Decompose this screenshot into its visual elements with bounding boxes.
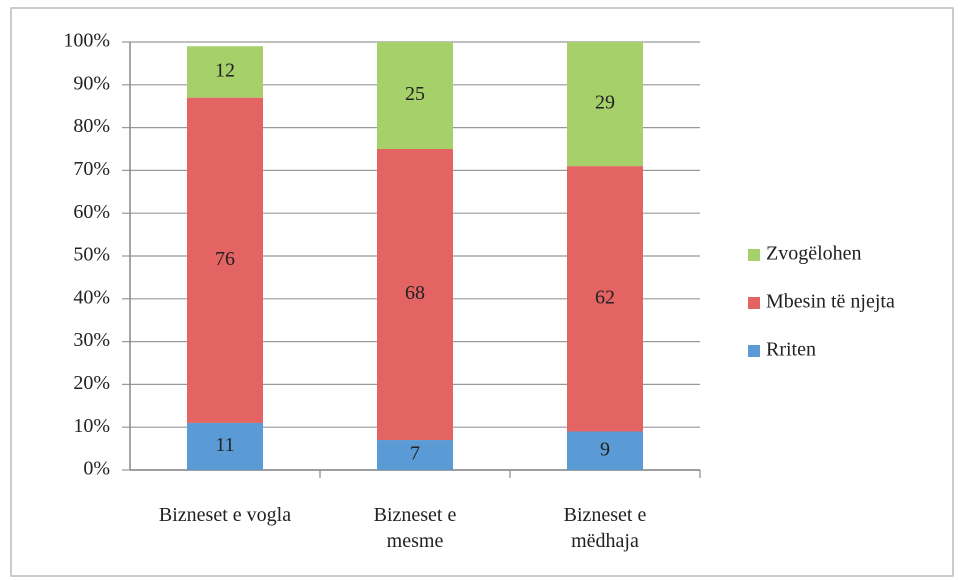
x-tick-label: Bizneset e mëdhaja bbox=[563, 504, 647, 552]
legend-swatch bbox=[748, 297, 760, 309]
bar-segment bbox=[567, 166, 643, 432]
y-tick-label: 50% bbox=[73, 244, 110, 266]
bar-segment bbox=[377, 440, 453, 470]
y-tick-label: 60% bbox=[73, 201, 110, 223]
bar-segment bbox=[187, 422, 263, 470]
data-label: 68 bbox=[405, 282, 425, 304]
y-tick-label: 20% bbox=[73, 372, 110, 394]
y-tick-label: 0% bbox=[83, 458, 110, 480]
bar-segment bbox=[567, 42, 643, 167]
data-label: 7 bbox=[410, 443, 420, 465]
y-tick-label: 10% bbox=[73, 415, 110, 437]
bar-segment bbox=[567, 431, 643, 470]
y-tick-label: 100% bbox=[63, 30, 110, 52]
y-tick-label: 80% bbox=[73, 115, 110, 137]
y-tick-label: 30% bbox=[73, 329, 110, 351]
legend-swatch bbox=[748, 249, 760, 261]
y-tick-label: 70% bbox=[73, 158, 110, 180]
x-tick-label: Bizneset e vogla bbox=[158, 504, 292, 526]
y-tick-label: 40% bbox=[73, 286, 110, 308]
data-label: 9 bbox=[600, 438, 610, 460]
data-label: 76 bbox=[215, 248, 235, 270]
data-label: 12 bbox=[215, 60, 235, 82]
data-label: 62 bbox=[595, 286, 615, 308]
legend-label: Mbesin të njejta bbox=[766, 291, 895, 313]
data-label: 29 bbox=[595, 92, 615, 114]
data-label: 25 bbox=[405, 83, 425, 105]
bar-segment bbox=[377, 42, 453, 149]
bar-segment bbox=[377, 149, 453, 441]
bar-segment bbox=[187, 46, 263, 98]
data-label: 11 bbox=[215, 434, 234, 456]
bar-segment bbox=[187, 97, 263, 423]
legend-label: Zvogëlohen bbox=[766, 243, 862, 265]
legend-label: Rriten bbox=[766, 339, 816, 361]
x-tick-label: Bizneset e mesme bbox=[373, 504, 457, 552]
legend-swatch bbox=[748, 345, 760, 357]
chart-frame bbox=[10, 7, 954, 577]
y-tick-label: 90% bbox=[73, 72, 110, 94]
